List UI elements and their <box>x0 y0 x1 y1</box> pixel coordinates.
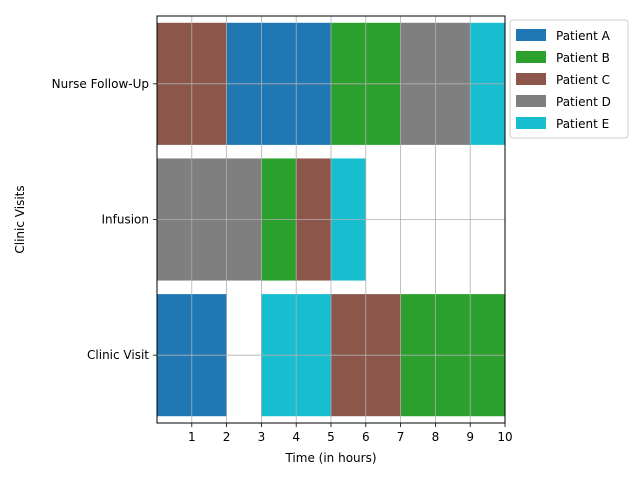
x-tick-label: 7 <box>397 430 405 444</box>
legend-swatch <box>516 95 546 107</box>
y-ticks: Clinic Visit Infusion Nurse Follow-Up <box>52 77 157 362</box>
y-tick-label: Nurse Follow-Up <box>52 77 149 91</box>
x-tick-label: 9 <box>466 430 474 444</box>
x-tick-label: 3 <box>258 430 266 444</box>
legend-swatch <box>516 73 546 85</box>
y-tick-label: Clinic Visit <box>87 348 149 362</box>
grid-layer <box>157 16 506 423</box>
legend-swatch <box>516 29 546 41</box>
x-tick-label: 1 <box>188 430 196 444</box>
y-tick-label: Infusion <box>101 213 149 227</box>
x-tick-label: 6 <box>362 430 370 444</box>
x-tick-label: 2 <box>223 430 231 444</box>
x-tick-label: 8 <box>432 430 440 444</box>
legend-entry-label: Patient E <box>556 117 609 131</box>
x-tick-label: 4 <box>292 430 300 444</box>
x-tick-label: 5 <box>327 430 335 444</box>
legend-swatch <box>516 51 546 63</box>
legend-box <box>509 19 629 139</box>
x-ticks: 1 2 3 4 5 6 7 8 9 10 <box>188 423 513 444</box>
legend-swatch <box>516 117 546 129</box>
x-axis-label: Time (in hours) <box>284 451 376 465</box>
legend-entry-label: Patient D <box>556 95 611 109</box>
legend: Patient A Patient B Patient C Patient D Pati… <box>509 19 629 139</box>
y-axis-label: Clinic Visits <box>13 185 27 253</box>
legend-entry-label: Patient A <box>556 29 611 43</box>
legend-entry-label: Patient B <box>556 51 610 65</box>
x-tick-label: 10 <box>497 430 512 444</box>
legend-entry-label: Patient C <box>556 73 610 87</box>
